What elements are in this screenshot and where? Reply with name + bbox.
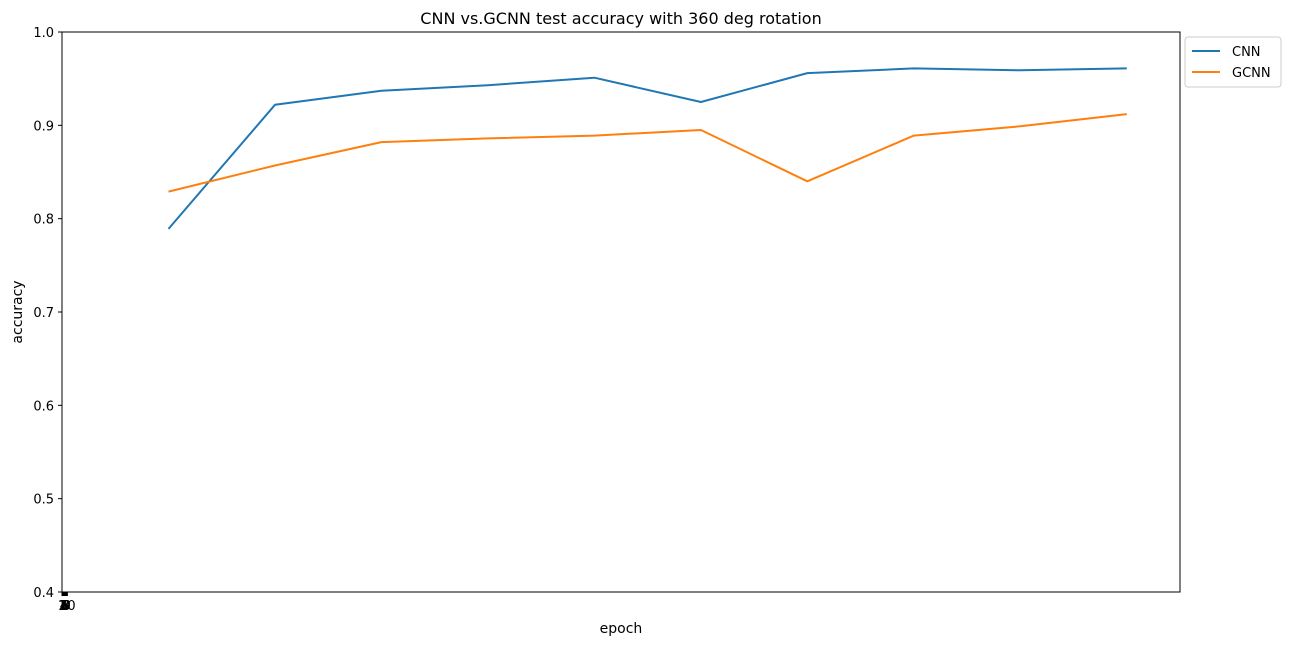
y-tick-label: 0.5 [33, 493, 54, 508]
series-line-cnn [167, 67, 1127, 230]
x-tick-label: 6 [61, 599, 69, 614]
y-tick-label: 0.9 [33, 119, 54, 134]
legend-label-gcnn: GCNN [1232, 66, 1271, 81]
series-line-gcnn [168, 113, 1127, 193]
y-axis-ticks: 0.4 0.5 0.6 0.7 0.8 0.9 1.0 [33, 26, 62, 601]
y-tick-label: 0.8 [33, 213, 54, 228]
chart-title: CNN vs.GCNN test accuracy with 360 deg r… [420, 9, 821, 28]
x-tick-label: 3 [59, 599, 67, 614]
y-tick-label: 0.4 [33, 586, 54, 601]
x-tick-label: 4 [60, 599, 68, 614]
x-tick-label: 2 [58, 599, 66, 614]
legend-label-cnn: CNN [1232, 45, 1261, 60]
x-tick-label: 9 [63, 599, 71, 614]
x-tick-label: 8 [62, 599, 70, 614]
y-axis-label: accuracy [10, 280, 26, 343]
legend-box [1184, 36, 1282, 88]
series-lines [167, 67, 1127, 230]
y-tick-label: 0.6 [33, 399, 54, 414]
x-tick-label: 1 [58, 599, 66, 614]
x-tick-label: 7 [61, 599, 69, 614]
legend: CNN GCNN [1184, 36, 1282, 88]
x-axis-label: epoch [600, 621, 643, 637]
x-tick-label: 5 [60, 599, 68, 614]
y-tick-label: 1.0 [33, 26, 54, 41]
y-tick-label: 0.7 [33, 306, 54, 321]
x-tick-label: 10 [59, 599, 76, 614]
plot-frame [61, 31, 1181, 593]
